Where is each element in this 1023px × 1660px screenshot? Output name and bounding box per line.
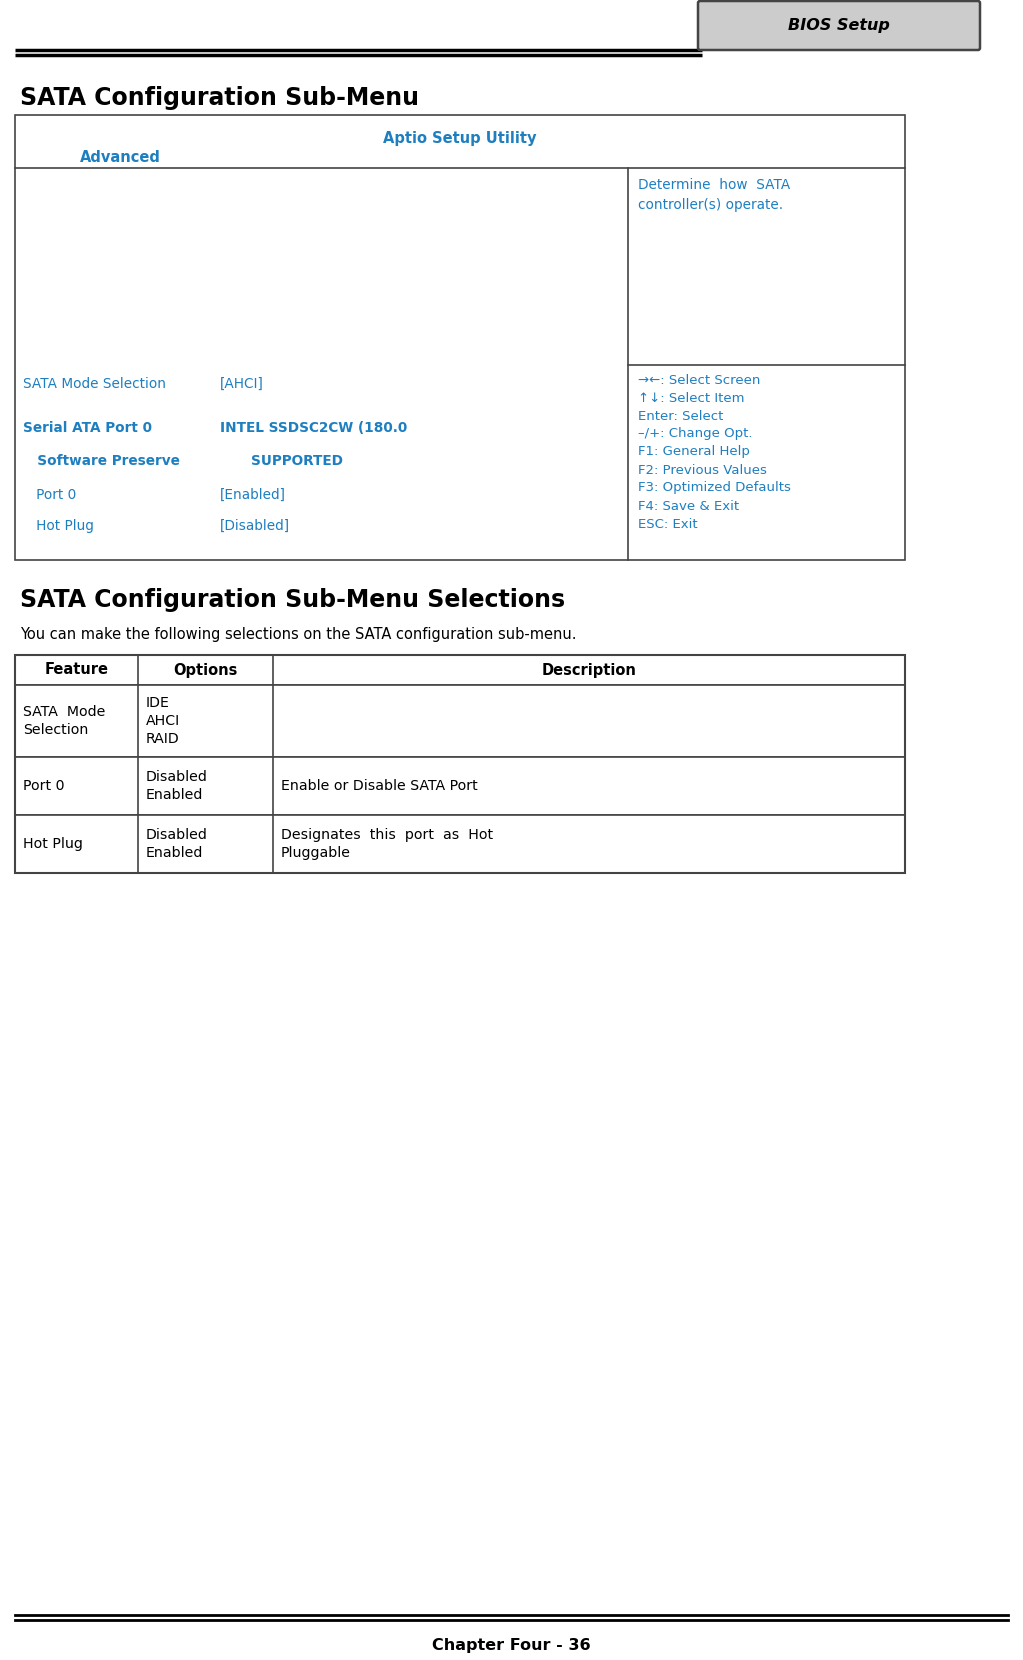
Bar [15,115,905,559]
Text: Feature: Feature [44,662,108,677]
Text: Port 0: Port 0 [23,779,64,793]
Text: IDE: IDE [146,696,170,710]
Text: SATA Configuration Sub-Menu: SATA Configuration Sub-Menu [20,86,419,110]
Text: You can make the following selections on the SATA configuration sub-menu.: You can make the following selections on… [20,627,577,642]
Text: SATA  Mode: SATA Mode [23,706,105,719]
Text: INTEL SSDSC2CW (180.0: INTEL SSDSC2CW (180.0 [220,422,407,435]
Text: –/+: Change Opt.: –/+: Change Opt. [638,428,753,440]
Text: Selection: Selection [23,724,88,737]
Text: RAID: RAID [146,732,180,745]
Text: Disabled: Disabled [146,770,208,784]
Text: F1: General Help: F1: General Help [638,445,750,458]
Text: controller(s) operate.: controller(s) operate. [638,198,784,212]
Text: Hot Plug: Hot Plug [23,837,83,852]
Text: Designates  this  port  as  Hot: Designates this port as Hot [281,828,493,842]
Text: AHCI: AHCI [146,714,180,729]
Text: Advanced: Advanced [80,151,161,166]
Text: Enter: Select: Enter: Select [638,410,723,423]
Text: SATA Mode Selection: SATA Mode Selection [23,377,166,392]
Bar [15,686,905,757]
Text: F2: Previous Values: F2: Previous Values [638,463,767,476]
Text: Port 0: Port 0 [23,488,76,501]
Text: Determine  how  SATA: Determine how SATA [638,178,790,193]
FancyBboxPatch shape [698,2,980,50]
Text: Pluggable: Pluggable [281,847,351,860]
Bar [15,757,905,815]
Text: →←: Select Screen: →←: Select Screen [638,374,760,387]
Text: F3: Optimized Defaults: F3: Optimized Defaults [638,481,791,495]
Text: F4: Save & Exit: F4: Save & Exit [638,500,740,513]
Text: Enable or Disable SATA Port: Enable or Disable SATA Port [281,779,478,793]
Text: Aptio Setup Utility: Aptio Setup Utility [384,131,537,146]
Bar [15,815,905,873]
Text: BIOS Setup: BIOS Setup [788,18,890,33]
Text: Options: Options [173,662,237,677]
Text: [Disabled]: [Disabled] [220,520,291,533]
Text: SUPPORTED: SUPPORTED [251,455,343,468]
Text: ESC: Exit: ESC: Exit [638,518,698,531]
Text: Disabled: Disabled [146,828,208,842]
Text: SATA Configuration Sub-Menu Selections: SATA Configuration Sub-Menu Selections [20,588,565,613]
Text: Hot Plug: Hot Plug [23,520,93,533]
Text: ↑↓: Select Item: ↑↓: Select Item [638,392,745,405]
Text: Enabled: Enabled [146,788,204,802]
Text: Description: Description [541,662,636,677]
Text: Software Preserve: Software Preserve [23,455,179,468]
Text: [AHCI]: [AHCI] [220,377,264,392]
Text: [Enabled]: [Enabled] [220,488,286,501]
Bar [15,656,905,686]
Text: Chapter Four - 36: Chapter Four - 36 [432,1637,590,1652]
Bar [15,656,905,873]
Text: Serial ATA Port 0: Serial ATA Port 0 [23,422,151,435]
Text: Enabled: Enabled [146,847,204,860]
